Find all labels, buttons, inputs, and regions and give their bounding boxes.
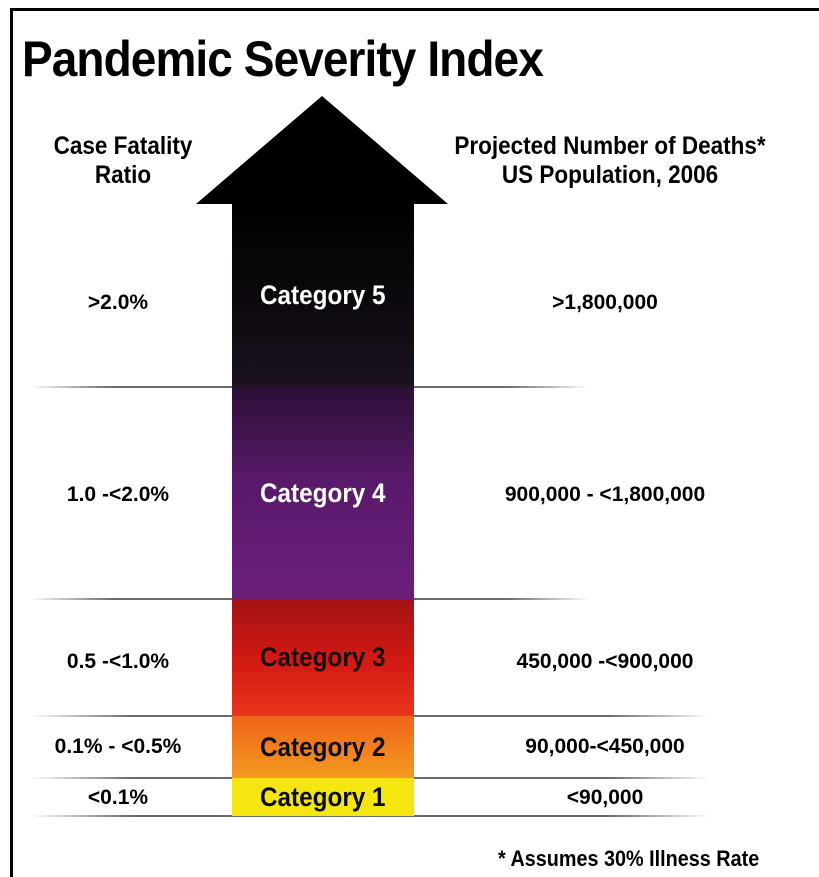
category-5-band: Category 5 — [232, 203, 414, 387]
projected-deaths-header-line-1: Projected Number of Deaths* — [454, 132, 766, 160]
category-2-deaths: 90,000-<450,000 — [525, 735, 685, 758]
category-4-deaths: 900,000 - <1,800,000 — [504, 483, 706, 506]
category-2-label: Category 2 — [260, 731, 386, 762]
page-title: Pandemic Severity Index — [22, 31, 544, 87]
projected-deaths-header: Projected Number of Deaths* US Populatio… — [421, 132, 799, 190]
category-2-band: Category 2 — [232, 716, 414, 778]
category-5-cfr: >2.0% — [87, 291, 149, 314]
case-fatality-header-line-1: Case Fatality — [53, 132, 193, 160]
category-4-label: Category 4 — [260, 477, 386, 508]
category-4-cfr: 1.0 -<2.0% — [66, 483, 170, 506]
separator-line — [30, 815, 710, 817]
category-5-deaths: >1,800,000 — [552, 291, 658, 314]
severity-arrow-head — [196, 96, 448, 204]
category-5-label: Category 5 — [260, 279, 386, 310]
illness-rate-footnote: * Assumes 30% Illness Rate — [498, 846, 760, 871]
category-2-cfr: 0.1% - <0.5% — [54, 735, 182, 758]
case-fatality-header: Case Fatality Ratio — [29, 132, 218, 190]
category-1-cfr: <0.1% — [87, 786, 149, 809]
category-3-deaths: 450,000 -<900,000 — [516, 650, 694, 673]
category-1-band: Category 1 — [232, 778, 414, 816]
category-3-band: Category 3 — [232, 599, 414, 716]
projected-deaths-header-line-2: US Population, 2006 — [501, 161, 719, 189]
case-fatality-header-line-2: Ratio — [94, 161, 152, 189]
category-1-deaths: <90,000 — [566, 786, 644, 809]
category-4-band: Category 4 — [232, 387, 414, 599]
category-3-cfr: 0.5 -<1.0% — [66, 650, 170, 673]
category-1-label: Category 1 — [260, 781, 386, 812]
category-3-label: Category 3 — [260, 642, 386, 672]
figure-frame — [10, 8, 819, 877]
